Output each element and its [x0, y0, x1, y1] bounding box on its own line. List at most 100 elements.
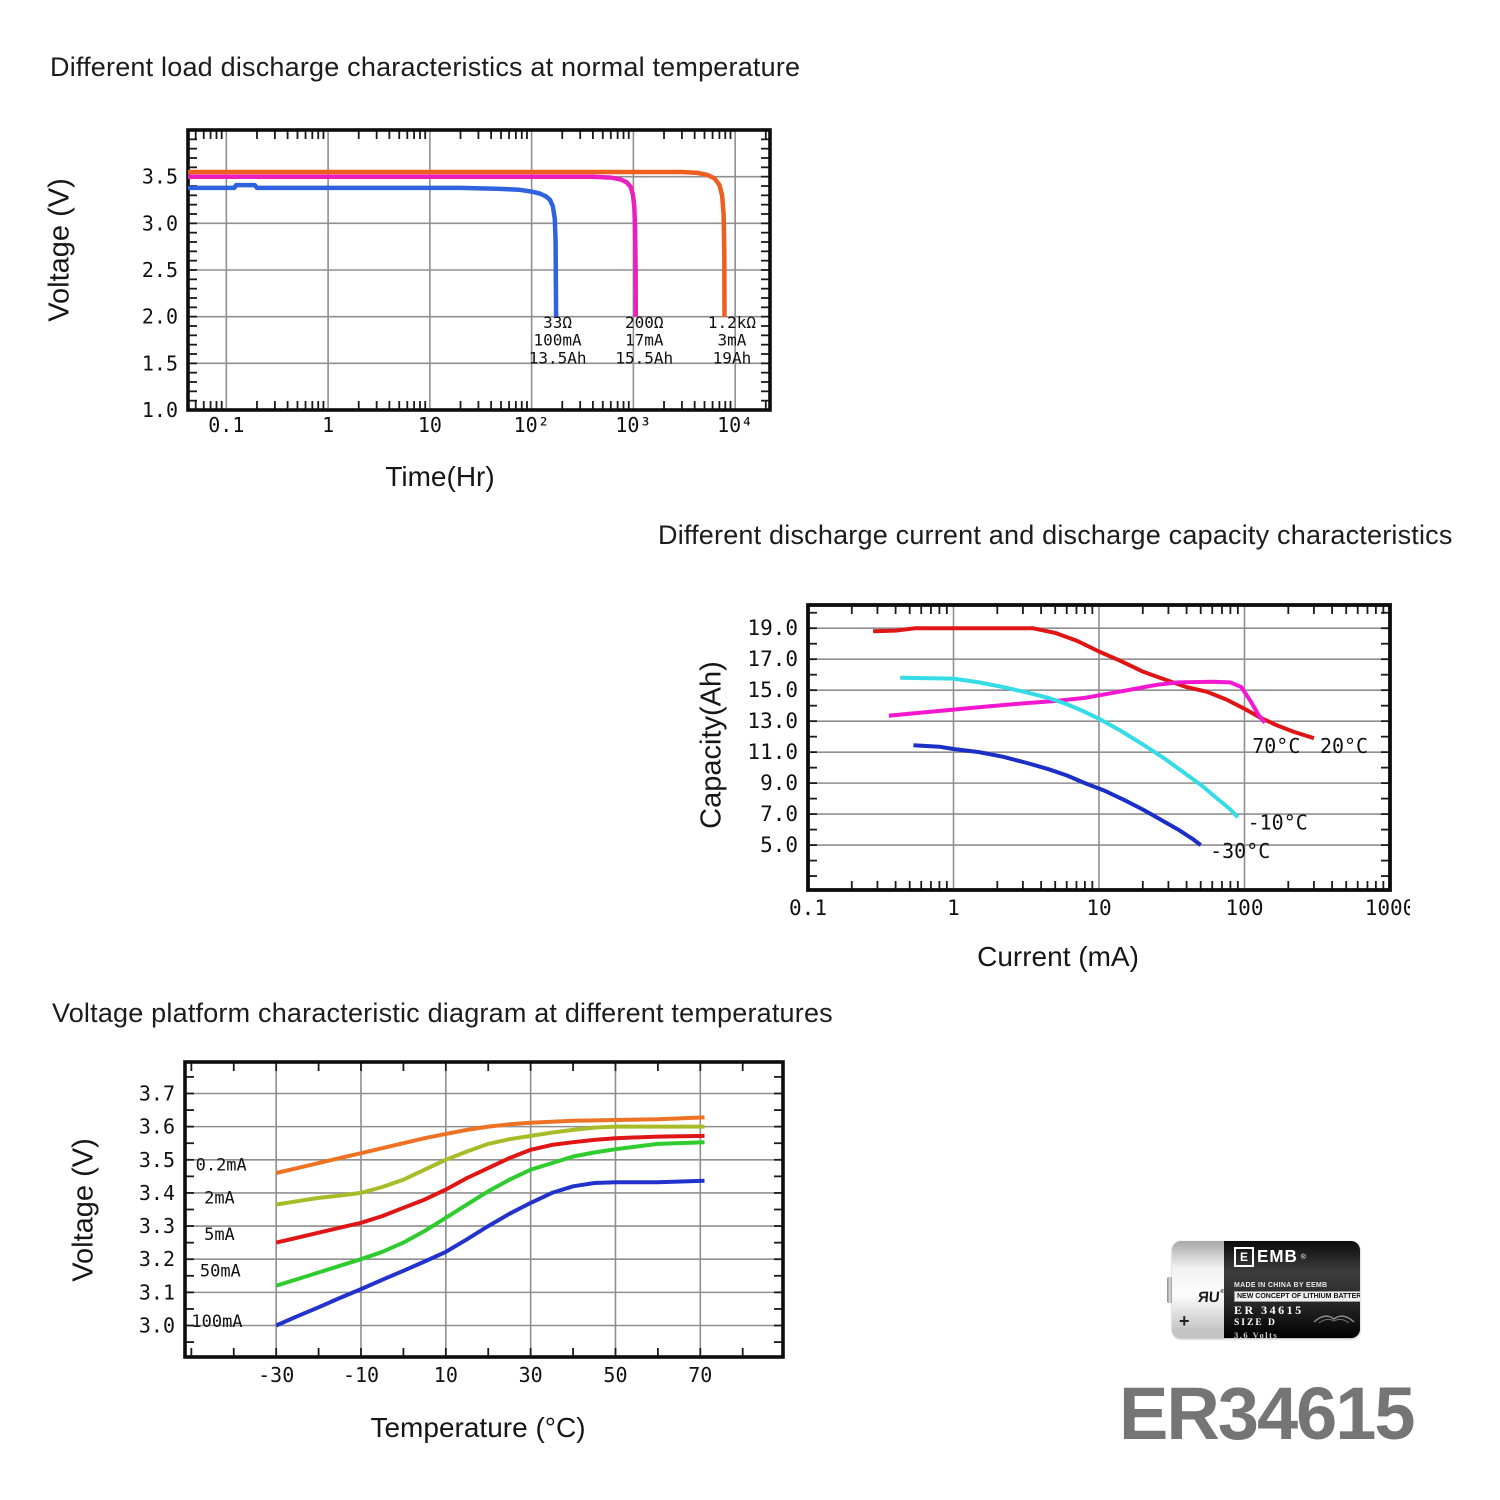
y-tick-label: 15.0 — [747, 678, 798, 702]
series-capacity-minus30C — [913, 743, 1202, 847]
series-capacity-minus10C — [900, 675, 1240, 819]
y-tick-label: 7.0 — [760, 802, 798, 826]
y-tick-label: 17.0 — [747, 647, 798, 671]
load-discharge-chart: 0.1 1 10 10² 10³ 10⁴ 3.5 3.0 2.5 2.0 1.5 1.0 33Ω100m… — [142, 128, 772, 437]
plot-border — [186, 128, 772, 412]
series-load-1.2kohm-3mA — [188, 169, 727, 317]
curve-label: 200Ω — [625, 313, 664, 332]
series-load-33ohm-100mA — [188, 182, 559, 317]
curve-label: 33Ω — [543, 313, 572, 332]
chart1-xlabel: Time(Hr) — [385, 461, 495, 492]
chart2-xlabel: Current (mA) — [977, 941, 1139, 972]
y-tick-label: 3.2 — [139, 1247, 175, 1271]
x-tick-label: 0.1 — [789, 896, 827, 920]
x-tick-label: 1 — [947, 896, 960, 920]
battery-volts-line: 3.6 Volts — [1234, 1330, 1279, 1338]
x-tick-label: 100 — [1226, 896, 1264, 920]
curve-label: 1.2kΩ — [708, 313, 757, 332]
chart3-title: Voltage platform characteristic diagram … — [52, 998, 833, 1028]
series-platform-2mA — [275, 1124, 705, 1207]
chart1-title: Different load discharge characteristics… — [50, 52, 801, 82]
plot-border — [806, 603, 1392, 892]
y-tick-label: 3.7 — [139, 1081, 175, 1105]
series-platform-5mA — [275, 1133, 705, 1245]
series-platform-100mA — [275, 1178, 705, 1328]
y-tick-label: 3.0 — [142, 211, 178, 235]
battery-model-line: ER 34615 — [1234, 1303, 1304, 1317]
wing-emblem-icon — [1313, 1315, 1355, 1324]
y-tick-label: 3.0 — [139, 1314, 175, 1338]
series-load-200ohm-17mA — [188, 174, 639, 317]
battery-white-section: ЯU® + — [1172, 1241, 1225, 1338]
y-tick-label: 3.6 — [139, 1115, 175, 1139]
battery-body: ЯU® + E EMB ® MADE IN CHINA BY EEMB NEW … — [1172, 1241, 1360, 1338]
y-tick-label: 3.4 — [139, 1181, 175, 1205]
x-tick-label: -10 — [343, 1363, 379, 1387]
discharge-capacity-chart: 0.1 1 10 100 1000 19.0 17.0 15.0 13.0 11.0 9.0 7.0 5… — [747, 603, 1410, 920]
curve-label: 50mA — [200, 1261, 241, 1281]
battery-positive-terminal — [1167, 1277, 1174, 1303]
chart3-xlabel: Temperature (°C) — [370, 1412, 586, 1443]
x-tick-label: 1 — [322, 413, 334, 437]
made-in-line: MADE IN CHINA BY EEMB — [1234, 1282, 1328, 1289]
battery-size-line: SIZE D — [1234, 1318, 1277, 1328]
curve-label: 5mA — [204, 1225, 235, 1245]
y-tick-label: 13.0 — [747, 709, 798, 733]
x-tick-label: 1000 — [1365, 896, 1410, 920]
x-tick-label: 0.1 — [208, 413, 244, 437]
y-tick-label: 9.0 — [760, 771, 798, 795]
curve-label: -10°C — [1248, 811, 1308, 835]
x-tick-label: 10 — [1086, 896, 1111, 920]
x-tick-label: 10⁴ — [717, 413, 753, 437]
eemb-logo: E EMB ® — [1234, 1247, 1306, 1267]
voltage-platform-chart: -30 -10 10 30 50 70 3.7 3.6 3.5 3.4 3.3 3.2 3.1 3.0 0.… — [139, 1060, 785, 1387]
chart1-ylabel: Voltage (V) — [43, 178, 76, 322]
curve-label: -30°C — [1210, 839, 1270, 863]
curve-label: 100mA — [191, 1312, 242, 1332]
x-tick-label: 10² — [514, 413, 550, 437]
y-tick-label: 5.0 — [760, 833, 798, 857]
curve-label: 15.5Ah — [615, 348, 673, 367]
x-tick-label: 10³ — [615, 413, 651, 437]
curve-label: 19Ah — [713, 348, 752, 367]
concept-line: NEW CONCEPT OF LITHIUM BATTERY — [1234, 1291, 1360, 1302]
x-tick-label: 30 — [519, 1363, 543, 1387]
series-platform-50mA — [275, 1140, 705, 1288]
y-tick-label: 3.1 — [139, 1280, 175, 1304]
curve-label: 70°C — [1252, 734, 1300, 758]
product-code: ER34615 — [1119, 1372, 1416, 1455]
curve-label: 2mA — [204, 1189, 235, 1209]
x-tick-label: -30 — [258, 1363, 294, 1387]
plot-border — [183, 1060, 785, 1359]
y-tick-label: 3.3 — [139, 1214, 175, 1238]
curve-label: 17mA — [625, 331, 664, 350]
y-tick-label: 3.5 — [139, 1148, 175, 1172]
series-platform-0.2mA — [275, 1115, 705, 1175]
y-tick-label: 19.0 — [747, 616, 798, 640]
x-tick-label: 10 — [418, 413, 442, 437]
plus-terminal-mark: + — [1179, 1311, 1190, 1331]
curve-label: 100mA — [534, 331, 583, 350]
y-tick-label: 1.0 — [142, 398, 178, 422]
x-tick-label: 50 — [603, 1363, 627, 1387]
y-tick-label: 2.0 — [142, 305, 178, 329]
eemb-logo-emb: EMB — [1257, 1246, 1298, 1267]
ul-certification-icon: ЯU® — [1197, 1289, 1225, 1306]
curve-label: 3mA — [717, 331, 746, 350]
battery-label-section: E EMB ® MADE IN CHINA BY EEMB NEW CONCEP… — [1224, 1241, 1360, 1338]
curve-label: 13.5Ah — [529, 348, 587, 367]
y-tick-label: 11.0 — [747, 740, 798, 764]
y-tick-label: 3.5 — [142, 165, 178, 189]
chart2-title: Different discharge current and discharg… — [658, 520, 1453, 550]
y-tick-label: 1.5 — [142, 351, 178, 375]
eemb-logo-e: E — [1234, 1247, 1254, 1267]
curve-label: 0.2mA — [196, 1155, 247, 1175]
x-tick-label: 10 — [434, 1363, 458, 1387]
y-tick-label: 2.5 — [142, 258, 178, 282]
curve-label: 20°C — [1320, 734, 1368, 758]
series-capacity-70C — [888, 679, 1267, 724]
battery-image: ЯU® + E EMB ® MADE IN CHINA BY EEMB NEW … — [1167, 1241, 1360, 1338]
registered-mark: ® — [1300, 1253, 1306, 1261]
x-tick-label: 70 — [688, 1363, 712, 1387]
